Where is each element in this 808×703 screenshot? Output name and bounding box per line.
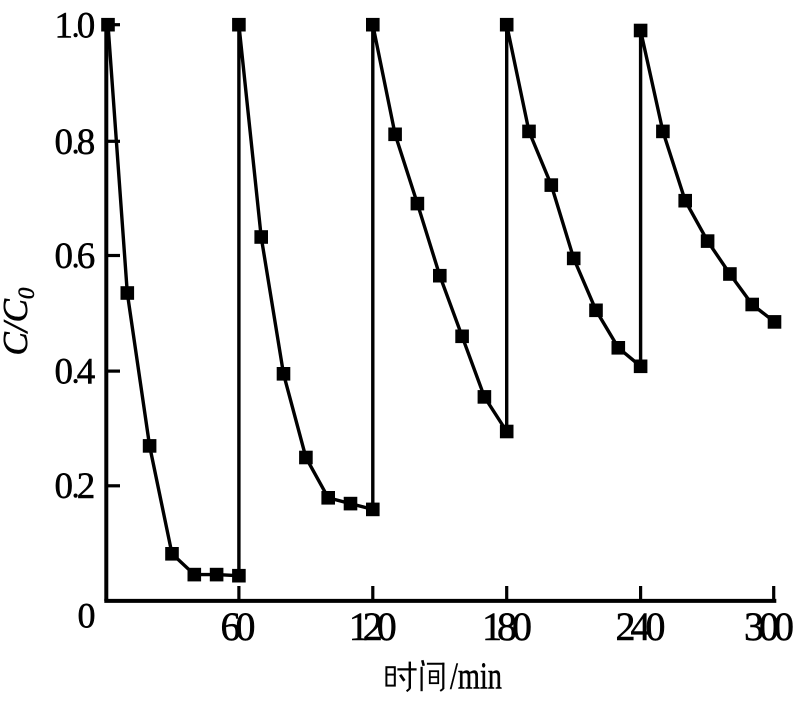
svg-text:0: 0: [55, 352, 74, 393]
svg-text:C/C0: C/C0: [0, 287, 39, 355]
svg-text:0: 0: [78, 596, 96, 636]
svg-text:/min: /min: [450, 656, 502, 698]
svg-text:0: 0: [55, 122, 74, 163]
svg-text:1: 1: [55, 6, 74, 47]
svg-text:0: 0: [77, 6, 96, 47]
svg-text:60: 60: [221, 604, 256, 649]
svg-text:6: 6: [77, 236, 96, 277]
svg-text:0: 0: [55, 466, 74, 507]
svg-text:0: 0: [55, 236, 74, 277]
svg-text:240: 240: [616, 604, 666, 649]
svg-text:180: 180: [482, 604, 532, 649]
svg-text:4: 4: [77, 352, 96, 393]
svg-text:8: 8: [77, 122, 96, 163]
svg-text:2: 2: [77, 466, 96, 507]
svg-text:120: 120: [349, 604, 397, 649]
svg-text:300: 300: [744, 604, 794, 649]
